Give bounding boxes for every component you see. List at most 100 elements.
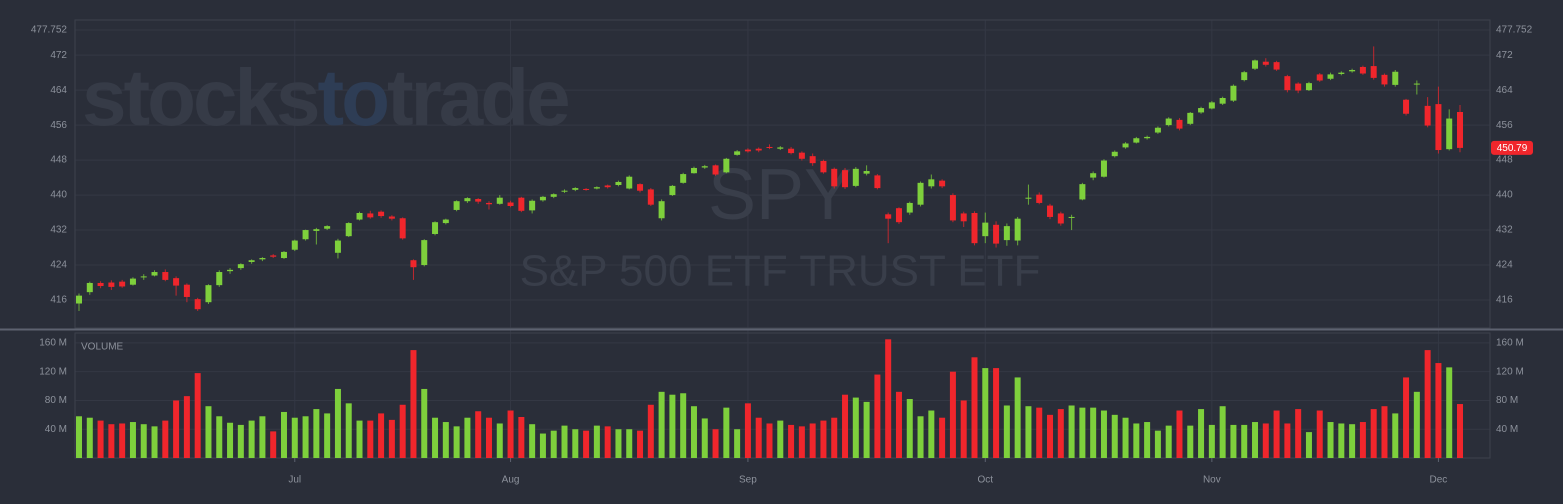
volume-bar (140, 424, 147, 458)
volume-bar (993, 368, 1000, 458)
volume-bar (1424, 350, 1431, 458)
y-tick-label: 448 (1496, 155, 1513, 166)
volume-bar (1003, 405, 1010, 458)
volume-bar (831, 417, 838, 458)
candle-body (949, 195, 956, 221)
candle-body (1122, 143, 1129, 148)
candle-body (227, 269, 234, 272)
candle-body (432, 222, 439, 234)
volume-bar (388, 419, 395, 458)
volume-bar (658, 391, 665, 458)
candle-body (777, 147, 784, 149)
candle-body (410, 260, 417, 268)
volume-bar (1241, 424, 1248, 458)
candle-body (895, 208, 902, 223)
candle-body (345, 223, 352, 237)
volume-bar (1047, 414, 1054, 458)
volume-bar (205, 406, 212, 458)
candle-body (1047, 205, 1054, 217)
candle-body (960, 213, 967, 222)
volume-bar (1316, 410, 1323, 458)
y-tick-label: 440 (1496, 190, 1513, 201)
candle-body (151, 272, 158, 276)
candle-body (324, 226, 331, 229)
candle-body (928, 179, 935, 187)
candle-body (496, 197, 503, 204)
volume-bar (345, 403, 352, 458)
candle-body (615, 181, 622, 186)
candle-body (820, 160, 827, 173)
volume-bar (895, 391, 902, 458)
candle-body (1154, 127, 1161, 133)
candle-body (1100, 160, 1107, 177)
x-tick-label: Jul (288, 475, 301, 486)
candle-body (809, 156, 816, 164)
volume-bar (1079, 407, 1086, 458)
volume-bar (885, 339, 892, 458)
candle-body (475, 199, 482, 202)
candle-body (399, 218, 406, 239)
volume-bar (1295, 409, 1302, 458)
candle-body (993, 224, 1000, 244)
candle-body (1014, 218, 1021, 241)
y-tick-label: 464 (1496, 85, 1513, 96)
volume-bar (583, 430, 590, 458)
candle-body (1284, 76, 1291, 91)
volume-bar (313, 409, 320, 458)
volume-bar (701, 418, 708, 458)
volume-bar (766, 423, 773, 458)
volume-bar (1370, 409, 1377, 458)
candle-body (831, 168, 838, 187)
volume-bar (162, 420, 169, 458)
volume-bar (755, 417, 762, 458)
candle-body (863, 171, 870, 174)
price-pane (74, 19, 1491, 329)
volume-bar (971, 357, 978, 458)
candle-body (1208, 102, 1215, 109)
volume-bar (593, 425, 600, 458)
candle-body (1435, 104, 1442, 151)
candle-body (1446, 118, 1453, 150)
y-tick-label: 472 (50, 50, 67, 61)
volume-bar (604, 426, 611, 458)
candle-body (723, 158, 730, 173)
volume-bar (1284, 423, 1291, 458)
candle-body (1359, 66, 1366, 74)
candle-body (680, 174, 687, 183)
volume-bar (367, 420, 374, 458)
volume-bar (788, 424, 795, 458)
title-watermark: S&P 500 ETF TRUST ETF (520, 247, 1041, 296)
volume-bar (1392, 413, 1399, 458)
volume-bar (820, 420, 827, 458)
candle-body (701, 166, 708, 168)
volume-bar (1305, 432, 1312, 458)
y2-tick-label: 160 M (39, 338, 67, 349)
volume-bar (432, 417, 439, 458)
y-tick-label: 477.752 (31, 25, 68, 36)
volume-bar (475, 411, 482, 458)
candle-body (162, 272, 169, 280)
candle-body (442, 219, 449, 224)
candle-body (658, 201, 665, 219)
candle-body (216, 272, 223, 286)
candle-body (270, 255, 277, 257)
volume-bar (529, 424, 536, 458)
candle-body (194, 299, 201, 310)
candle-body (550, 194, 557, 197)
volume-bar (1230, 424, 1237, 458)
x-tick-label: Sep (739, 475, 757, 486)
candle-body (1403, 99, 1410, 114)
volume-bar (1403, 377, 1410, 458)
volume-bar (216, 416, 223, 458)
volume-bar (86, 417, 93, 458)
candle-body (734, 151, 741, 155)
candle-body (917, 182, 924, 205)
candle-body (334, 240, 341, 253)
volume-bar (259, 416, 266, 458)
candle-body (291, 240, 298, 250)
volume-bar (1208, 424, 1215, 458)
y2-tick-label: 120 M (1496, 366, 1524, 377)
x-tick-label: Oct (978, 475, 994, 486)
volume-bar (270, 431, 277, 458)
